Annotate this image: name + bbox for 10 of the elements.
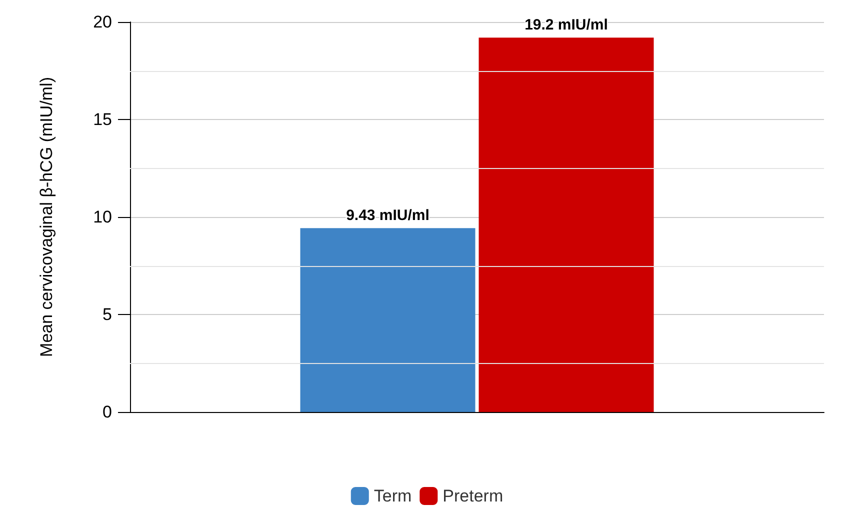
y-tick-label: 5 [102, 305, 112, 324]
y-tick-label: 15 [93, 110, 112, 129]
y-tick-label: 20 [93, 12, 112, 32]
data-label: 19.2 mIU/ml [524, 16, 608, 34]
data-label: 9.43 mIU/ml [346, 207, 430, 224]
y-tick-label: 10 [93, 208, 112, 226]
legend-label: Preterm [442, 486, 504, 506]
y-axis-title: Mean cervicovaginal β-hCG (mIU/ml) [37, 77, 56, 357]
legend-label: Term [374, 486, 412, 506]
y-tick-label: 0 [102, 402, 112, 422]
